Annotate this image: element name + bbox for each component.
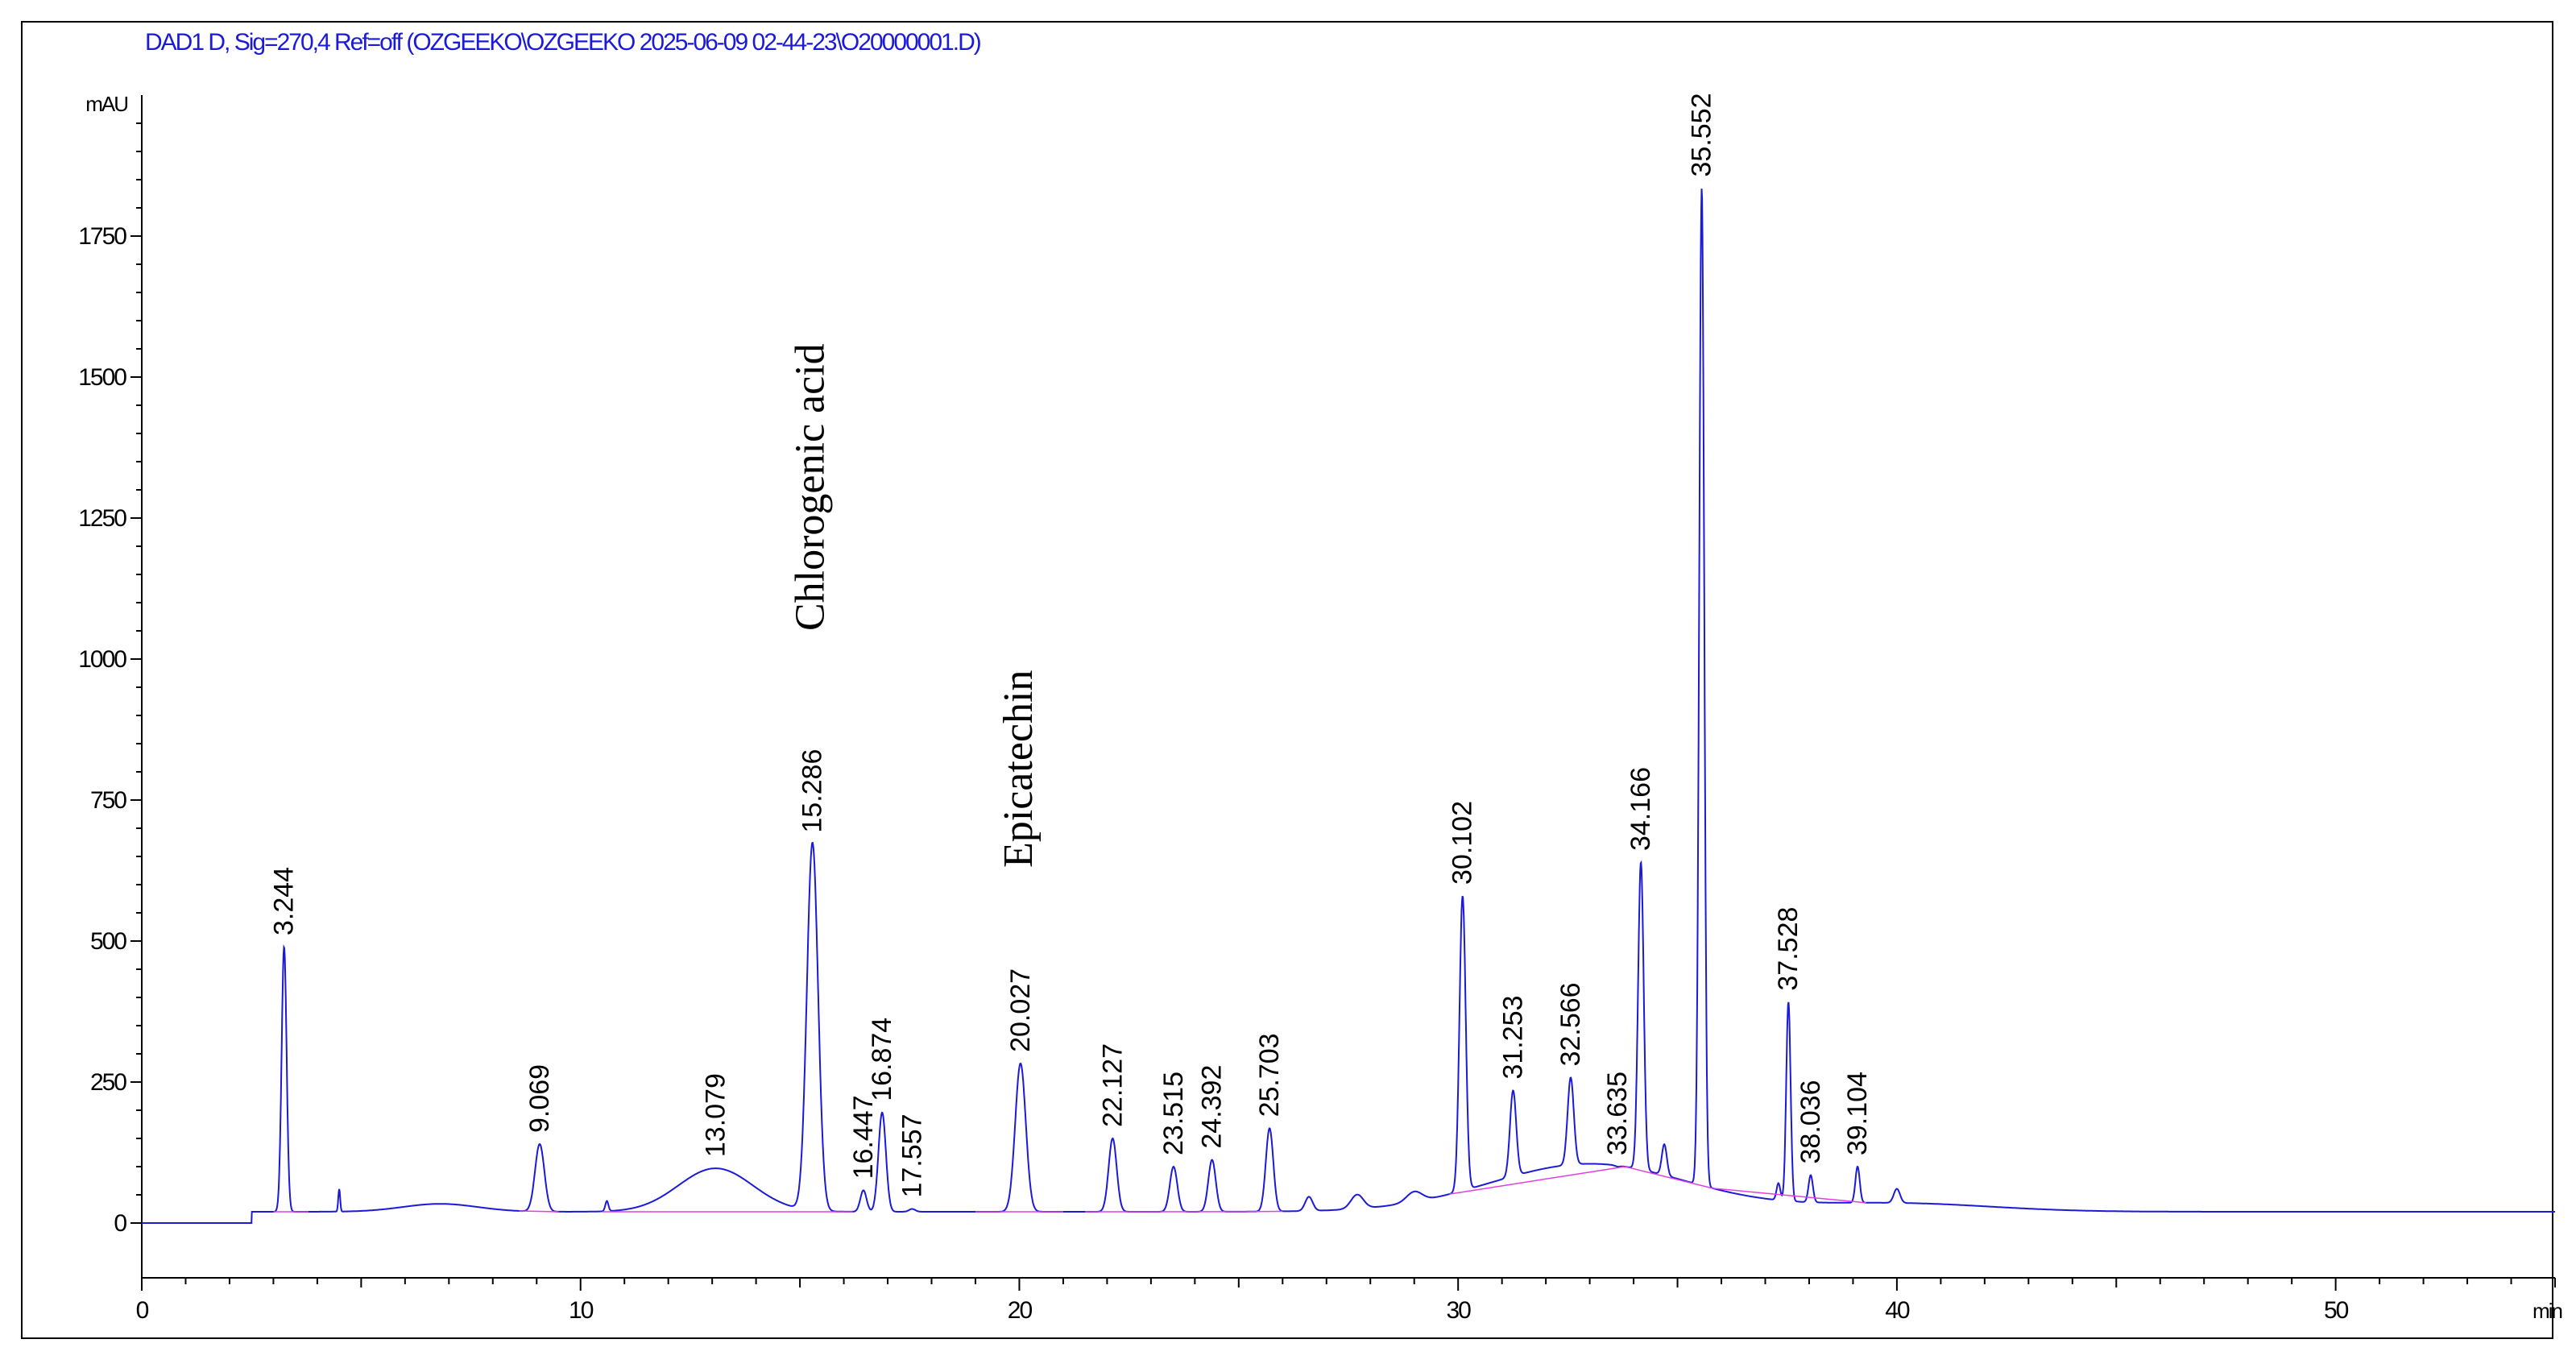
chromatogram-trace bbox=[142, 189, 2555, 1224]
integration-baseline bbox=[1713, 1188, 1866, 1204]
peak-label: 22.127 bbox=[1097, 1043, 1128, 1127]
x-axis-unit: min bbox=[2533, 1299, 2562, 1323]
peak-label: 24.392 bbox=[1197, 1065, 1228, 1149]
x-tick-label: 50 bbox=[2324, 1297, 2349, 1324]
peak-label: 37.528 bbox=[1773, 907, 1804, 991]
y-tick-label: 1250 bbox=[78, 505, 126, 532]
compound-annotation: Chlorogenic acid bbox=[788, 343, 834, 631]
peak-label: 39.104 bbox=[1842, 1072, 1873, 1155]
y-axis-unit: mAU bbox=[85, 92, 127, 116]
peak-label: 3.244 bbox=[269, 867, 300, 935]
y-tick-label: 1000 bbox=[78, 646, 126, 673]
signal-header: DAD1 D, Sig=270,4 Ref=off (OZGEEKO\OZGEE… bbox=[145, 29, 982, 56]
peak-label: 32.566 bbox=[1555, 982, 1586, 1066]
chart-frame bbox=[21, 21, 2553, 1339]
peak-label: 30.102 bbox=[1447, 801, 1478, 885]
peak-label: 33.635 bbox=[1602, 1072, 1633, 1155]
peak-label: 25.703 bbox=[1254, 1033, 1285, 1117]
peak-label: 35.552 bbox=[1687, 93, 1717, 177]
y-tick-label: 500 bbox=[90, 928, 126, 955]
x-tick-label: 30 bbox=[1446, 1297, 1471, 1324]
peak-label: 23.515 bbox=[1158, 1072, 1189, 1155]
peak-label: 38.036 bbox=[1795, 1080, 1826, 1164]
peak-label: 20.027 bbox=[1005, 968, 1036, 1052]
peak-label: 17.557 bbox=[897, 1114, 927, 1198]
integration-baseline bbox=[1449, 1166, 1626, 1195]
peak-label: 34.166 bbox=[1626, 767, 1656, 851]
peak-label: 15.286 bbox=[797, 749, 828, 833]
integration-baseline bbox=[519, 1210, 559, 1213]
peak-label: 16.447 bbox=[848, 1095, 879, 1179]
y-tick-label: 750 bbox=[90, 787, 126, 814]
peak-label: 31.253 bbox=[1497, 996, 1528, 1080]
y-tick-label: 250 bbox=[90, 1069, 126, 1096]
peak-label: 9.069 bbox=[524, 1064, 555, 1133]
x-tick-label: 20 bbox=[1008, 1297, 1033, 1324]
compound-annotation: Epicatechin bbox=[996, 670, 1042, 868]
y-tick-label: 1500 bbox=[78, 364, 126, 391]
peak-label: 16.874 bbox=[867, 1018, 897, 1101]
y-tick-label: 0 bbox=[114, 1210, 126, 1237]
integration-baseline bbox=[1624, 1166, 1713, 1189]
peak-label: 13.079 bbox=[700, 1073, 731, 1157]
x-tick-label: 0 bbox=[136, 1297, 149, 1324]
x-tick-label: 40 bbox=[1885, 1297, 1910, 1324]
y-tick-label: 1750 bbox=[78, 223, 126, 250]
x-tick-label: 10 bbox=[569, 1297, 594, 1324]
